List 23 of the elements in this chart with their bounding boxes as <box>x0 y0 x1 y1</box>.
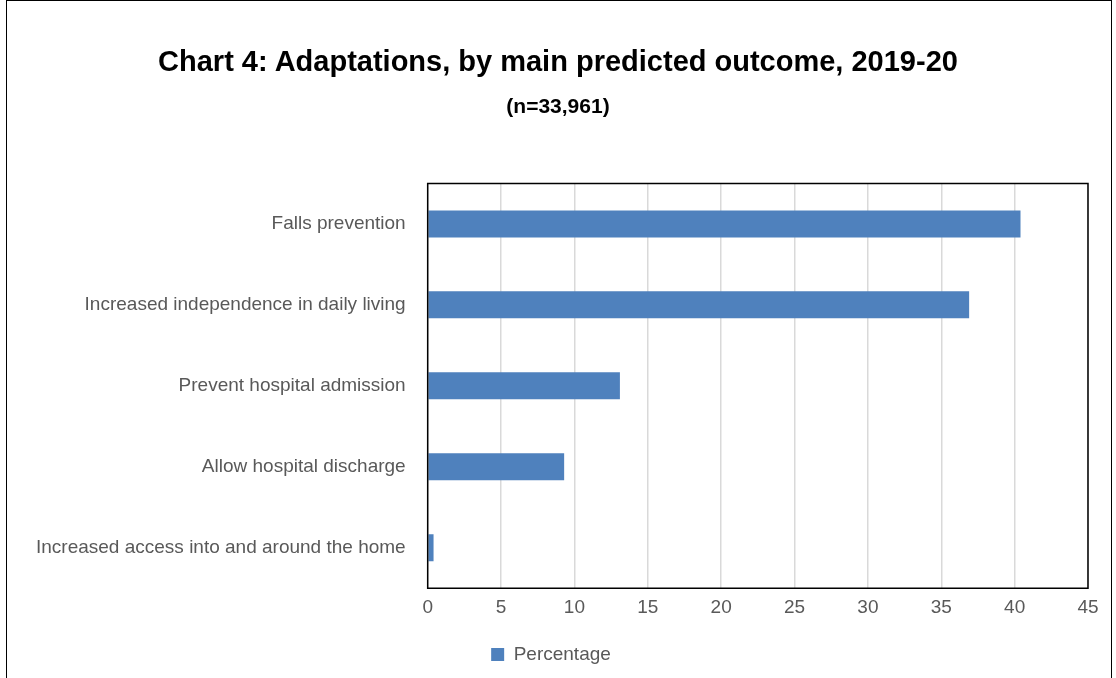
y-tick-label: Falls prevention <box>271 212 406 234</box>
x-tick-label: 15 <box>637 595 659 617</box>
x-tick-label: 45 <box>1077 595 1099 617</box>
bar <box>428 291 970 319</box>
y-tick-label: Increased independence in daily living <box>84 293 406 315</box>
y-tick-label: Prevent hospital admission <box>178 374 406 396</box>
x-tick-label: 40 <box>1004 595 1026 617</box>
x-tick-label: 20 <box>710 595 732 617</box>
bar <box>428 372 620 400</box>
x-tick-label: 10 <box>563 595 585 617</box>
x-tick-label: 30 <box>857 595 879 617</box>
bar <box>428 210 1021 238</box>
y-tick-label: Increased access into and around the home <box>36 535 406 557</box>
legend-label: Percentage <box>513 642 611 664</box>
bar <box>428 534 434 562</box>
x-tick-label: 5 <box>495 595 507 617</box>
chart-title: Chart 4: Adaptations, by main predicted outcome, 2019-20 <box>158 45 958 77</box>
bar <box>428 453 565 481</box>
x-tick-label: 35 <box>930 595 952 617</box>
chart-subtitle: (n=33,961) <box>506 94 610 117</box>
x-tick-label: 0 <box>422 595 433 617</box>
y-tick-label: Allow hospital discharge <box>201 454 406 476</box>
x-tick-label: 25 <box>783 595 806 617</box>
